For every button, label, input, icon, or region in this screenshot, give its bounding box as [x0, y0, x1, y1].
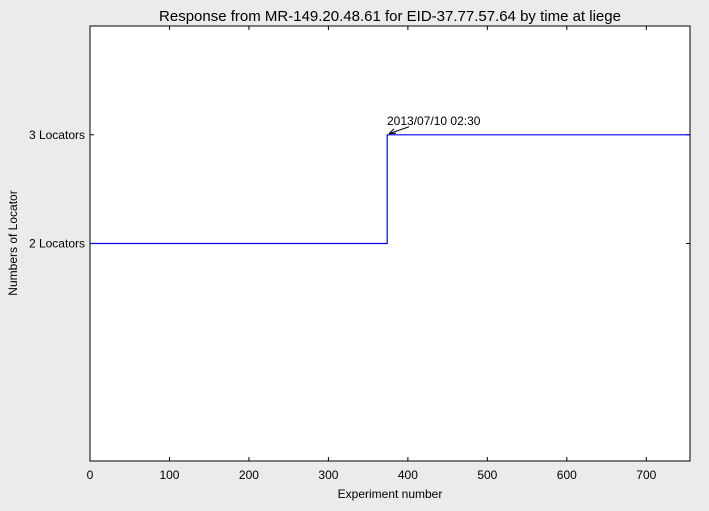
- annotation-label: 2013/07/10 02:30: [387, 114, 481, 128]
- series-line-0: [90, 134, 690, 245]
- y-axis-label: Numbers of Locator: [6, 190, 20, 295]
- x-tick-label: 400: [398, 468, 418, 482]
- annotation-arrow-shaft: [388, 126, 410, 135]
- x-axis-label: Experiment number: [338, 487, 443, 501]
- annotation-arrow-head: [388, 128, 397, 135]
- x-tick-label: 600: [557, 468, 577, 482]
- plot-frame: [89, 25, 691, 462]
- x-tick-label: 700: [636, 468, 656, 482]
- x-tick-label: 0: [87, 468, 94, 482]
- y-tick-label: 3 Locators: [29, 128, 85, 142]
- y-tick-label: 2 Locators: [29, 237, 85, 251]
- x-tick-label: 500: [477, 468, 497, 482]
- x-tick-label: 300: [318, 468, 338, 482]
- chart-title: Response from MR-149.20.48.61 for EID-37…: [159, 8, 621, 25]
- x-tick-label: 100: [159, 468, 179, 482]
- x-tick-label: 200: [239, 468, 259, 482]
